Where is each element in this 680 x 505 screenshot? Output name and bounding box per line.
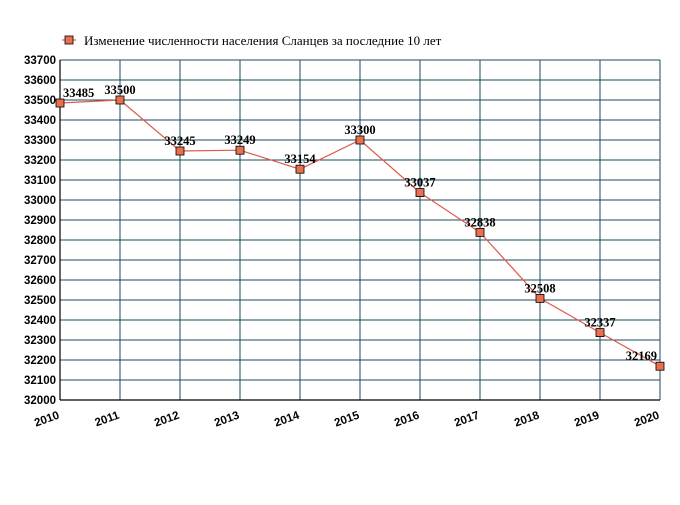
x-tick-label: 2019 [573,410,601,430]
data-label: 33249 [224,133,255,147]
y-tick-label: 32400 [24,315,56,327]
y-tick-label: 32300 [24,335,56,347]
x-tick-label: 2017 [453,410,481,430]
y-tick-label: 32500 [24,295,56,307]
y-tick-label: 33000 [24,195,56,207]
data-point-marker [655,361,665,371]
y-tick-label: 33300 [24,135,56,147]
grid [59,59,661,401]
axes [59,60,660,401]
data-label: 33485 [63,86,94,100]
legend-label: Изменение численности населения Сланцев … [84,33,442,48]
data-point-marker [55,98,65,108]
y-tick-label: 32100 [24,375,56,387]
x-axis-tick-labels: 2010 2011 2012 2013 2014 2015 2016 2017 2018 2019… [33,409,661,429]
data-label: 33154 [284,152,316,166]
data-point-marker [115,95,125,105]
x-tick-label: 2013 [213,410,241,430]
legend-marker [64,35,74,45]
x-tick-label: 2020 [633,410,661,430]
x-tick-label: 2015 [333,409,362,429]
data-labels: 33485 33500 33245 33249 33154 33300 33037 32838… [63,83,657,363]
y-tick-label: 33500 [24,95,56,107]
data-point-marker [535,293,545,303]
data-point-marker [415,188,425,198]
data-label: 32508 [524,281,555,295]
x-tick-label: 2018 [513,409,542,429]
y-tick-label: 32200 [24,355,56,367]
data-point-marker [595,328,605,338]
x-tick-label: 2016 [393,410,421,430]
y-tick-label: 33100 [24,175,56,187]
x-tick-label: 2014 [273,409,302,429]
data-point-marker [355,135,365,145]
legend: Изменение численности населения Сланцев … [62,33,442,48]
data-point-marker [295,164,305,174]
data-label: 32169 [626,349,657,363]
x-tick-label: 2012 [153,410,181,430]
data-label: 33245 [164,134,195,148]
y-tick-label: 32600 [24,275,56,287]
data-point-marker [235,145,245,155]
y-tick-label: 33200 [24,155,56,167]
y-axis-tick-labels: 32000 32100 32200 32300 32400 32500 32600 32700… [24,55,56,407]
series-markers [55,95,665,371]
x-tick-label: 2010 [33,410,61,430]
data-label: 33037 [404,176,435,190]
y-tick-label: 33700 [24,55,56,67]
data-label: 33500 [104,83,135,97]
y-tick-label: 32700 [24,255,56,267]
data-label: 32337 [584,316,615,330]
data-label: 32838 [464,215,495,229]
y-tick-label: 32000 [24,395,56,407]
y-tick-label: 32800 [24,235,56,247]
data-point-marker [475,227,485,237]
y-tick-label: 32900 [24,215,56,227]
y-tick-label: 33600 [24,75,56,87]
y-tick-label: 33400 [24,115,56,127]
data-point-marker [175,146,185,156]
data-label: 33300 [344,123,375,137]
x-tick-label: 2011 [93,409,121,429]
